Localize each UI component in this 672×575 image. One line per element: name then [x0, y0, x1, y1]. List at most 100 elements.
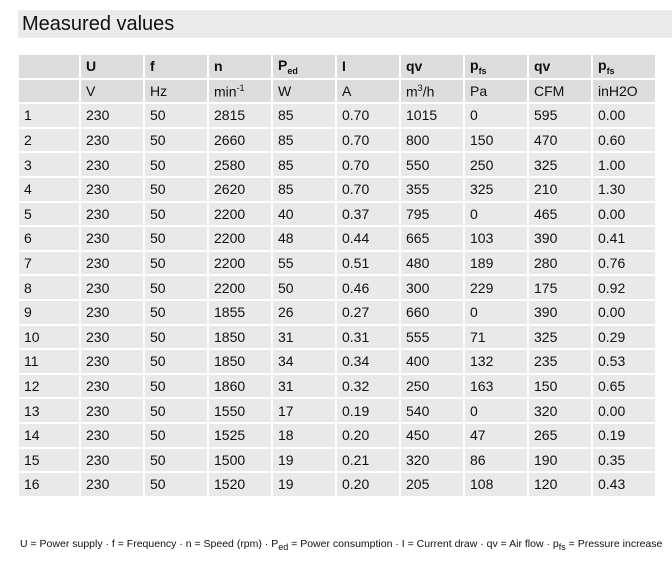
cell: 325 — [529, 325, 591, 349]
data-row: 16 230 50 1520 19 0.20 205 108 120 0.43 — [19, 473, 655, 496]
data-row: 6 230 50 2200 48 0.44 665 103 390 0.41 — [19, 227, 655, 250]
data-row: 11 230 50 1850 34 0.34 400 132 235 0.53 — [19, 350, 655, 373]
cell: 50 — [145, 276, 207, 299]
cell: 0 — [465, 202, 527, 226]
cell: 50 — [145, 374, 207, 398]
cell: 1520 — [209, 473, 271, 496]
cell: 108 — [465, 473, 527, 496]
cell: 0.34 — [337, 350, 399, 373]
cell: 26 — [273, 300, 335, 324]
cell: 40 — [273, 202, 335, 226]
cell: 50 — [145, 423, 207, 447]
footnote-text: = Pressure increase — [565, 538, 663, 550]
cell: 235 — [529, 350, 591, 373]
cell: 230 — [81, 104, 143, 127]
cell: 230 — [81, 276, 143, 299]
cell: 31 — [273, 325, 335, 349]
cell: 85 — [273, 128, 335, 152]
cell: 230 — [81, 251, 143, 275]
header-text: m — [406, 83, 418, 100]
footnote-text: = Power consumption · I = Current draw ·… — [288, 538, 559, 550]
cell: 71 — [465, 325, 527, 349]
cell: 14 — [19, 423, 79, 447]
cell: 12 — [19, 374, 79, 398]
data-row: 12 230 50 1860 31 0.32 250 163 150 0.65 — [19, 374, 655, 398]
header-text: qv — [406, 58, 423, 75]
cell: 47 — [465, 423, 527, 447]
cell: 50 — [145, 350, 207, 373]
cell: 230 — [81, 473, 143, 496]
cell: 163 — [465, 374, 527, 398]
header-cell: A — [337, 79, 399, 103]
header-text: n — [214, 58, 223, 75]
cell: 0.43 — [593, 473, 655, 496]
cell: 800 — [401, 128, 463, 152]
cell: 595 — [529, 104, 591, 127]
data-row: 14 230 50 1525 18 0.20 450 47 265 0.19 — [19, 423, 655, 447]
header-cell: Pa — [465, 79, 527, 103]
cell: 390 — [529, 300, 591, 324]
cell: 0.19 — [337, 399, 399, 422]
cell: 11 — [19, 350, 79, 373]
cell: 1015 — [401, 104, 463, 127]
header-cell: W — [273, 79, 335, 103]
data-row: 8 230 50 2200 50 0.46 300 229 175 0.92 — [19, 276, 655, 299]
cell: 230 — [81, 128, 143, 152]
cell: 465 — [529, 202, 591, 226]
cell: 355 — [401, 177, 463, 201]
cell: 320 — [401, 448, 463, 472]
cell: 2 — [19, 128, 79, 152]
cell: 85 — [273, 104, 335, 127]
header-text: V — [86, 82, 96, 99]
cell: 34 — [273, 350, 335, 373]
cell: 0.65 — [593, 374, 655, 398]
header-cell: Ped — [273, 55, 335, 78]
cell: 230 — [81, 300, 143, 324]
cell: 2200 — [209, 276, 271, 299]
cell: 55 — [273, 251, 335, 275]
subscript: fs — [558, 542, 566, 553]
cell: 2200 — [209, 202, 271, 226]
header-text: U — [86, 58, 97, 75]
title: Measured values — [18, 10, 672, 38]
cell: 0.37 — [337, 202, 399, 226]
header-cell: qv — [401, 55, 463, 78]
cell: 0.92 — [593, 276, 655, 299]
cell: 103 — [465, 227, 527, 250]
cell: 1855 — [209, 300, 271, 324]
data-row: 7 230 50 2200 55 0.51 480 189 280 0.76 — [19, 251, 655, 275]
cell: 0.00 — [593, 399, 655, 422]
cell: 19 — [273, 473, 335, 496]
header-cell: V — [81, 79, 143, 103]
header-cell — [19, 55, 79, 78]
header-cell: min-1 — [209, 79, 271, 103]
data-row: 10 230 50 1850 31 0.31 555 71 325 0.29 — [19, 325, 655, 349]
cell: 0.19 — [593, 423, 655, 447]
header-text: p — [470, 56, 479, 73]
cell: 325 — [529, 153, 591, 176]
cell: 86 — [465, 448, 527, 472]
cell: 132 — [465, 350, 527, 373]
cell: 0 — [465, 399, 527, 422]
cell: 50 — [145, 227, 207, 250]
footnote-text: U = Power supply · f = Frequency · n = S… — [20, 538, 279, 550]
cell: 230 — [81, 153, 143, 176]
header-text: Hz — [150, 82, 168, 99]
cell: 555 — [401, 325, 463, 349]
cell: 0.21 — [337, 448, 399, 472]
cell: 2660 — [209, 128, 271, 152]
cell: 665 — [401, 227, 463, 250]
cell: 189 — [465, 251, 527, 275]
cell: 400 — [401, 350, 463, 373]
cell: 1.00 — [593, 153, 655, 176]
header-text: /h — [422, 83, 435, 100]
header-cell: pfs — [593, 55, 655, 78]
cell: 1860 — [209, 374, 271, 398]
cell: 1850 — [209, 350, 271, 373]
cell: 19 — [273, 448, 335, 472]
cell: 230 — [81, 399, 143, 422]
cell: 2815 — [209, 104, 271, 127]
cell: 8 — [19, 276, 79, 299]
cell: 0.70 — [337, 153, 399, 176]
